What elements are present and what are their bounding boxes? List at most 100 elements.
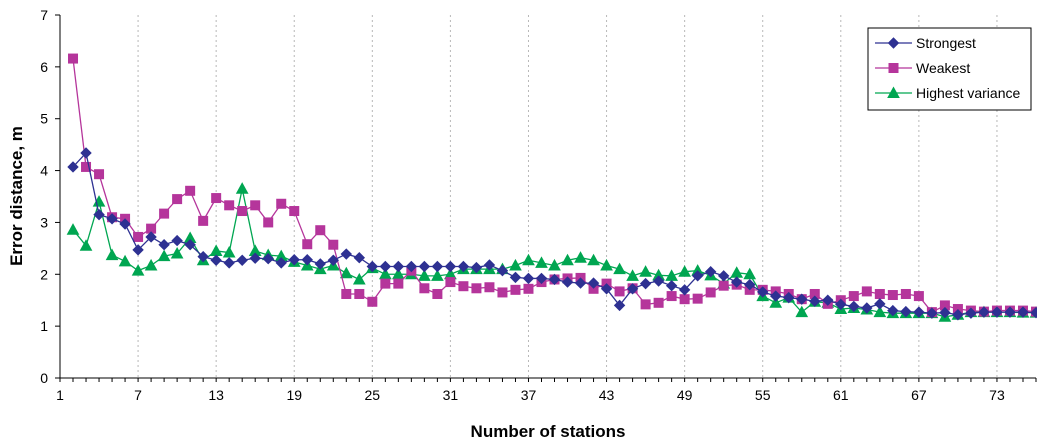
y-tick-label: 1	[40, 318, 48, 334]
data-point-strongest	[978, 306, 990, 318]
data-point-strongest	[952, 309, 964, 321]
data-point-strongest	[874, 298, 886, 310]
data-point-strongest	[132, 244, 144, 256]
data-point-weakest	[679, 294, 690, 305]
data-point-strongest	[535, 272, 548, 285]
data-point-strongest	[991, 306, 1003, 318]
data-point-strongest	[783, 291, 795, 304]
data-point-strongest	[587, 277, 600, 289]
data-point-weakest	[718, 280, 729, 291]
data-point-weakest	[900, 288, 911, 299]
data-point-strongest	[848, 300, 860, 313]
data-point-strongest	[626, 283, 639, 295]
data-point-strongest	[470, 261, 483, 274]
data-point-weakest	[523, 283, 534, 294]
y-tick-label: 6	[40, 59, 48, 75]
data-point-strongest	[770, 290, 782, 302]
data-point-strongest	[405, 260, 418, 273]
data-point-strongest	[314, 258, 326, 270]
data-point-weakest	[367, 296, 378, 307]
data-point-strongest	[340, 248, 353, 260]
data-point-strongest	[184, 239, 196, 251]
y-axis-title: Error distance, m	[7, 126, 26, 266]
data-point-strongest	[158, 239, 170, 251]
data-point-strongest	[809, 295, 821, 307]
data-point-highest-variance	[626, 269, 639, 281]
data-point-strongest	[704, 265, 717, 278]
data-point-strongest	[574, 277, 587, 289]
data-point-highest-variance	[339, 266, 353, 279]
data-point-strongest	[392, 260, 405, 273]
data-point-weakest	[380, 278, 391, 289]
data-point-weakest	[341, 288, 352, 299]
data-point-strongest	[197, 250, 209, 263]
x-tick-label: 55	[755, 387, 771, 403]
data-point-highest-variance	[600, 258, 613, 271]
data-point-strongest	[913, 306, 925, 318]
data-point-weakest	[354, 288, 365, 299]
x-tick-label: 25	[365, 387, 381, 403]
data-point-strongest	[548, 273, 561, 286]
x-tick-label: 43	[599, 387, 615, 403]
data-point-highest-variance	[639, 265, 652, 277]
data-point-strongest	[145, 231, 157, 243]
data-point-strongest	[757, 286, 769, 298]
data-point-strongest	[301, 254, 313, 266]
data-point-strongest	[483, 259, 496, 271]
data-point-strongest	[1004, 306, 1016, 318]
data-point-highest-variance	[118, 254, 132, 267]
data-point-highest-variance	[548, 258, 561, 271]
data-point-strongest	[652, 275, 665, 287]
data-point-highest-variance	[66, 223, 80, 235]
x-tick-label: 61	[833, 387, 849, 403]
data-point-strongest	[431, 260, 444, 273]
data-point-highest-variance	[574, 251, 587, 263]
data-point-weakest	[848, 291, 859, 302]
data-point-strongest	[288, 254, 300, 266]
data-point-strongest	[106, 213, 118, 225]
data-point-weakest	[68, 53, 79, 64]
data-point-weakest	[510, 284, 521, 295]
data-point-strongest	[730, 276, 743, 288]
data-point-highest-variance	[678, 265, 691, 277]
data-point-strongest	[93, 208, 105, 221]
legend-label-highest-variance: Highest variance	[916, 85, 1020, 101]
data-point-highest-variance	[131, 264, 145, 276]
data-point-strongest	[210, 254, 222, 266]
data-point-weakest	[705, 287, 716, 298]
data-point-weakest	[497, 287, 508, 298]
data-point-strongest	[249, 252, 261, 264]
y-tick-label: 7	[40, 7, 48, 23]
data-point-weakest	[861, 286, 872, 297]
y-tick-label: 0	[40, 370, 48, 386]
data-point-weakest	[315, 225, 326, 236]
data-point-highest-variance	[769, 296, 783, 308]
data-point-weakest	[471, 283, 482, 294]
data-point-weakest	[224, 200, 235, 211]
data-point-highest-variance	[795, 305, 809, 318]
data-point-highest-variance	[170, 247, 184, 259]
data-point-strongest	[887, 304, 899, 317]
data-point-strongest	[717, 270, 730, 282]
data-point-weakest	[653, 297, 664, 308]
x-axis-title: Number of stations	[471, 422, 626, 441]
axes	[59, 15, 1036, 379]
y-tick-label: 3	[40, 214, 48, 230]
data-point-strongest	[1017, 306, 1029, 318]
data-point-weakest	[211, 193, 222, 204]
y-tick-label: 4	[40, 163, 48, 179]
data-point-highest-variance	[431, 269, 444, 281]
data-point-strongest	[366, 260, 379, 273]
data-point-weakest	[172, 194, 183, 205]
data-point-weakest	[159, 208, 170, 219]
data-point-strongest	[379, 260, 392, 273]
x-tick-label: 19	[286, 387, 302, 403]
data-point-weakest	[874, 288, 885, 299]
data-point-weakest	[614, 286, 625, 297]
data-point-strongest	[327, 254, 339, 266]
data-point-highest-variance	[235, 182, 249, 194]
data-point-weakest	[692, 293, 703, 304]
data-point-strongest	[613, 299, 626, 312]
data-point-weakest	[185, 185, 196, 196]
